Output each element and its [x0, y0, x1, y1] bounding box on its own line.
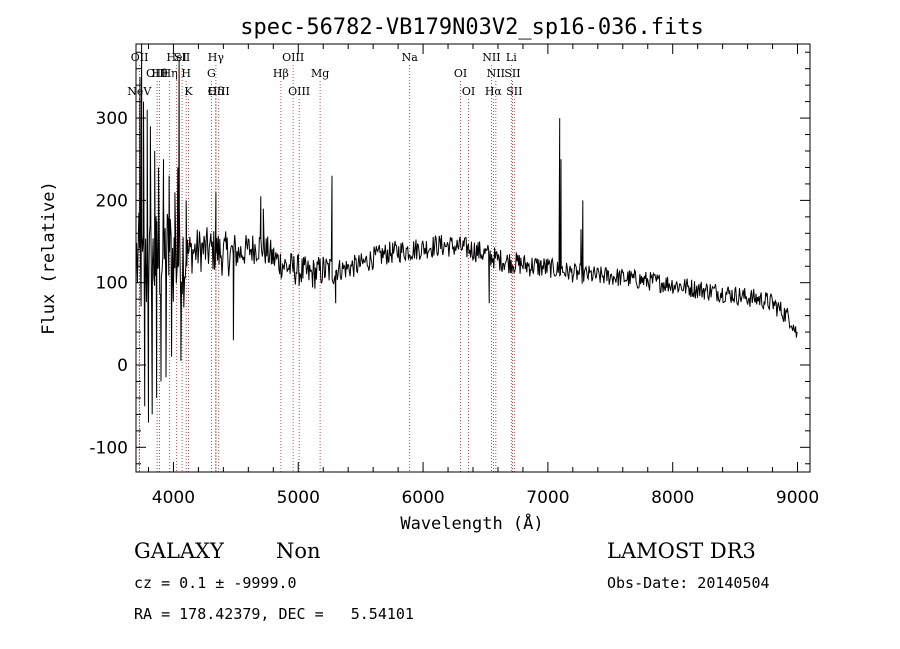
y-tick-label: 300	[96, 109, 128, 129]
spectrum-line	[136, 43, 798, 423]
line-label: OIII	[208, 85, 230, 98]
line-label: Hα	[485, 85, 503, 98]
chart-title: spec-56782-VB179N03V2_sp16-036.fits	[240, 15, 704, 40]
line-label: Hβ	[273, 67, 289, 80]
y-tick-label: -100	[89, 438, 128, 458]
line-label: Hδ	[208, 85, 225, 98]
x-tick-label: 8000	[651, 488, 694, 508]
line-label: SII	[504, 67, 520, 80]
line-label: NII	[487, 67, 505, 80]
line-label: OII	[131, 51, 149, 64]
y-tick-label: 100	[96, 274, 128, 294]
line-label: G	[207, 67, 216, 80]
line-label: OI	[454, 67, 467, 80]
line-label: HeI	[166, 51, 186, 64]
x-axis-label: Wavelength (Å)	[400, 512, 543, 534]
line-label: OIII	[146, 67, 168, 80]
line-label: Hγ	[208, 51, 225, 64]
line-label: OI	[462, 85, 475, 98]
line-label: SII	[506, 85, 522, 98]
y-tick-label: 0	[117, 356, 128, 376]
line-label: K	[184, 85, 193, 98]
line-label: Hθ	[151, 67, 168, 80]
emission-line-markers: NeVOIIOIIIHθHηHeIHKSIIHδHγGOIIIHβOIIIOII…	[127, 51, 522, 472]
line-label: NII	[482, 51, 500, 64]
x-tick-label: 9000	[776, 488, 819, 508]
survey-name: LAMOST DR3	[607, 539, 756, 563]
line-label: SII	[174, 51, 190, 64]
y-axis-label: Flux (relative)	[39, 181, 59, 335]
line-label: Li	[506, 51, 517, 64]
x-tick-label: 6000	[401, 488, 444, 508]
x-tick-label: 5000	[277, 488, 320, 508]
x-tick-label: 4000	[152, 488, 195, 508]
x-tick-label: 7000	[526, 488, 569, 508]
line-label: H	[181, 67, 191, 80]
y-tick-label: 200	[96, 191, 128, 211]
line-label: Mg	[311, 67, 329, 80]
line-label: Hη	[162, 67, 178, 80]
redshift-readout: cz = 0.1 ± -9999.0	[134, 574, 297, 592]
axis-ticks: 4000 5000 6000 7000 8000 9000 -100 0 100 200 300	[89, 44, 819, 508]
object-subclass: Non	[276, 539, 321, 563]
obs-date: Obs-Date: 20140504	[607, 574, 770, 592]
object-class: GALAXY	[134, 539, 225, 563]
line-label: OIII	[288, 85, 310, 98]
line-label: OIII	[282, 51, 304, 64]
coordinates-readout: RA = 178.42379, DEC = 5.54101	[134, 605, 414, 623]
line-label: Na	[402, 51, 419, 64]
